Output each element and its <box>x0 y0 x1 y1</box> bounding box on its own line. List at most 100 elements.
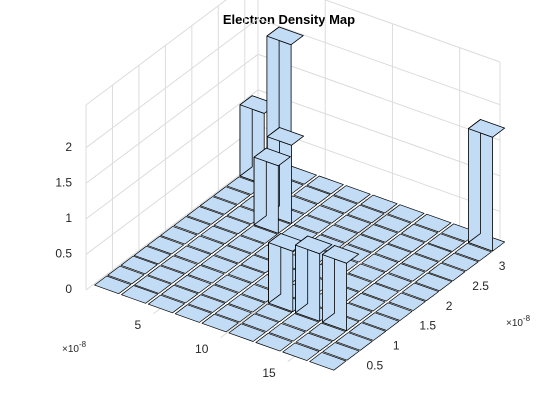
floor-cell <box>335 332 373 351</box>
grid-line-z-left <box>85 18 259 149</box>
floor-cell <box>401 253 439 272</box>
floor-cell <box>361 282 399 302</box>
floor-cell <box>161 284 199 304</box>
floor-cell <box>401 223 439 243</box>
floor-cell <box>188 294 226 313</box>
floor-cell <box>347 234 385 253</box>
y-tick-label: 0.5 <box>367 358 384 372</box>
z-tick-label: 0 <box>65 282 72 296</box>
bar-top-face <box>295 235 333 255</box>
floor-cell <box>348 292 386 312</box>
x-tick-label: 10 <box>195 342 209 356</box>
floor-cell <box>441 252 479 272</box>
grid-line-z-back <box>257 18 501 106</box>
z-tick-label: 0.5 <box>55 247 72 261</box>
floor-cell <box>387 233 425 253</box>
bar-top-face <box>266 127 305 146</box>
floor-cell <box>201 284 239 303</box>
floor-cell <box>200 225 238 245</box>
y-tick-label: 3 <box>499 259 506 273</box>
floor-cell <box>228 323 266 342</box>
floor-cell <box>173 216 211 235</box>
floor-cell <box>255 332 293 352</box>
svg-text:×10-8: ×10-8 <box>62 340 87 355</box>
floor-cell <box>333 185 371 204</box>
floor-cell <box>428 262 466 282</box>
floor-cell <box>121 285 159 304</box>
y-tick-label: 1 <box>393 338 400 352</box>
floor-cell <box>120 255 158 275</box>
floor-cell <box>414 243 452 262</box>
floor-cell <box>374 243 412 263</box>
floor-cell <box>147 294 185 314</box>
floor-cell <box>309 352 347 371</box>
box-edge <box>324 0 501 63</box>
x-exponent-power: -8 <box>79 340 87 349</box>
y-exponent-power: -8 <box>523 314 531 323</box>
floor-cell <box>240 225 278 244</box>
floor-cell <box>307 205 345 224</box>
floor-cell <box>306 175 344 195</box>
floor-cell <box>160 226 198 245</box>
y-tick-label: 2.5 <box>472 279 489 293</box>
floor-cell <box>214 245 252 264</box>
floor-cell <box>282 342 320 361</box>
floor-cell <box>147 265 185 284</box>
bar-top-face <box>266 26 304 46</box>
bar-top-face <box>321 245 360 264</box>
floor-cell <box>374 273 413 292</box>
floor-cell <box>360 224 398 243</box>
bar <box>321 245 360 332</box>
grid-line-z-left <box>85 160 259 291</box>
floor-cell <box>107 265 145 285</box>
y-tick-label: 1.5 <box>419 319 436 333</box>
floor-cell <box>173 245 212 264</box>
chart-title: Electron Density Map <box>223 12 355 27</box>
bar <box>295 235 333 322</box>
floor-cell <box>174 304 212 323</box>
floor-cell <box>281 313 320 332</box>
floor-cell <box>295 332 333 352</box>
z-tick-label: 1.5 <box>55 175 72 189</box>
floor-cell <box>320 195 358 214</box>
floor-cell <box>201 313 239 333</box>
floor-cell <box>374 214 412 233</box>
floor-cell <box>147 235 185 255</box>
floor-cell <box>401 282 439 302</box>
grid-line-z-left <box>85 53 259 184</box>
floor-cell <box>427 233 465 252</box>
floor-cell <box>214 303 252 323</box>
bar <box>467 119 506 252</box>
x-tick-label: 15 <box>262 366 276 380</box>
grid-line-z-back <box>257 53 501 141</box>
bar <box>253 147 291 234</box>
floor-cell <box>174 274 212 294</box>
floor-cell <box>160 255 198 274</box>
floor-cell <box>227 235 265 254</box>
floor-cell <box>320 224 358 243</box>
floor-cell <box>348 263 386 282</box>
bar-top-face <box>253 147 291 167</box>
floor-cell <box>347 204 385 224</box>
floor-cell <box>415 272 453 292</box>
bar-top-face <box>467 119 506 138</box>
floor-cell <box>308 322 346 342</box>
bar-side-face <box>467 119 481 243</box>
z-tick-label: 2 <box>65 140 72 154</box>
floor-cell <box>227 264 265 284</box>
floor-cell <box>133 245 171 265</box>
floor-cell <box>360 194 398 214</box>
floor-cell <box>228 294 266 313</box>
floor-cell <box>187 235 225 255</box>
x-exponent-base: ×10 <box>62 344 79 355</box>
y-tick-label: 2 <box>446 299 453 313</box>
floor-cell <box>334 214 372 234</box>
floor-cell <box>375 302 413 321</box>
floor-cell <box>214 274 252 293</box>
bars-group <box>239 26 506 332</box>
floor-cell <box>200 255 238 274</box>
floor-cell <box>199 196 238 215</box>
floor-cell <box>94 275 132 295</box>
floor-cell <box>361 253 399 273</box>
